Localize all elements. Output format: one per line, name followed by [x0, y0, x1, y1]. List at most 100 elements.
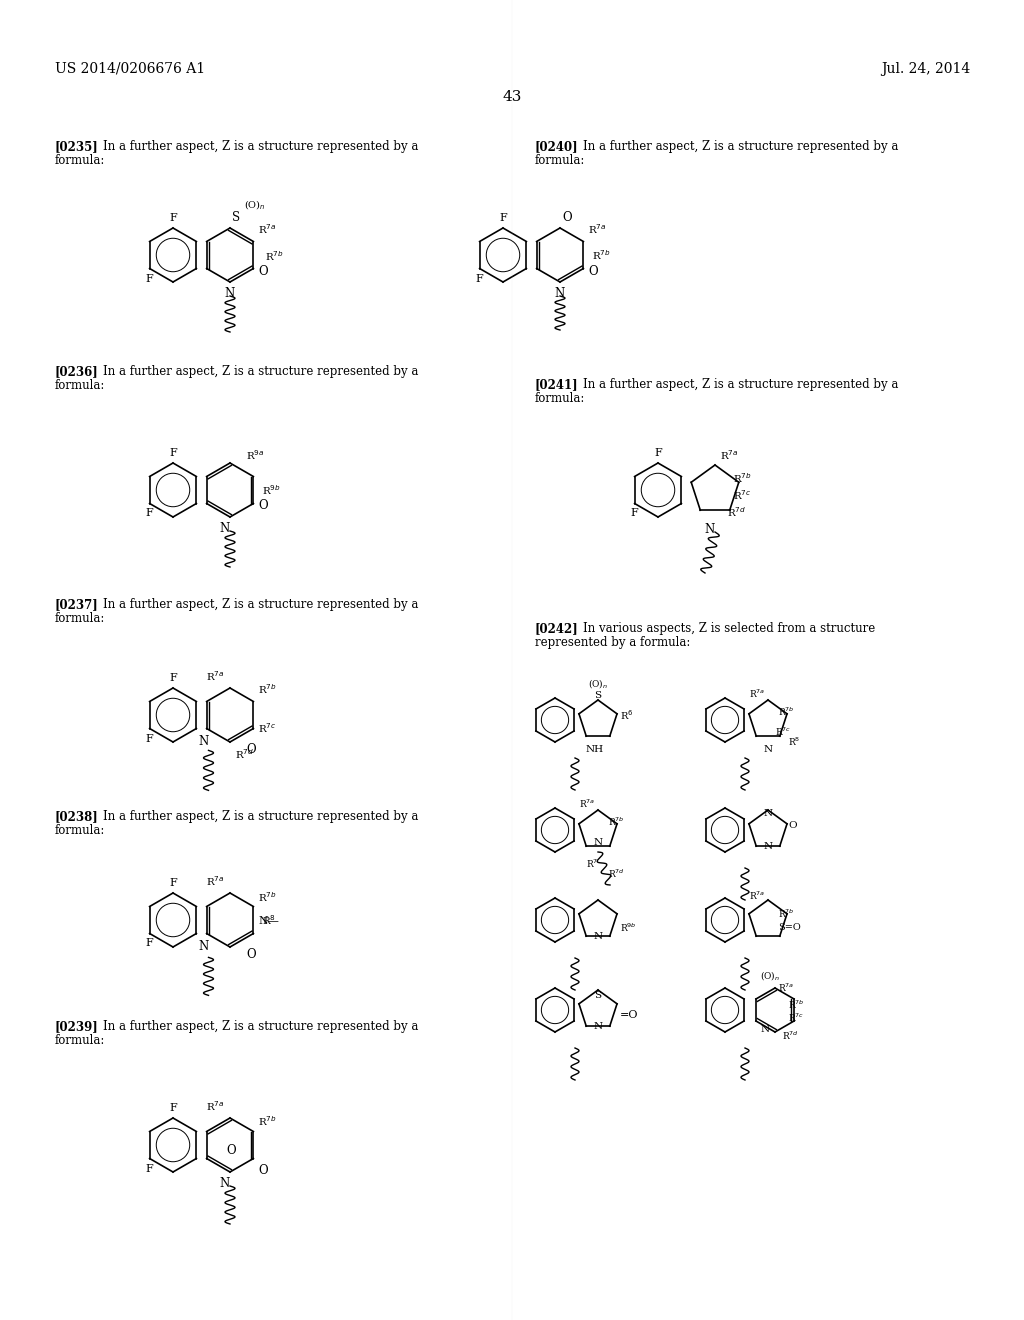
Text: In a further aspect, Z is a structure represented by a: In a further aspect, Z is a structure re… — [583, 378, 898, 391]
Text: (O)$_n$: (O)$_n$ — [588, 677, 608, 690]
Text: O: O — [226, 1144, 237, 1158]
Text: O: O — [247, 948, 256, 961]
Text: O: O — [788, 821, 797, 829]
Text: N: N — [764, 744, 772, 754]
Text: formula:: formula: — [55, 612, 105, 624]
Text: R$^{7b}$: R$^{7b}$ — [778, 908, 795, 920]
Text: N: N — [594, 838, 602, 847]
Text: formula:: formula: — [535, 154, 586, 168]
Text: In a further aspect, Z is a structure represented by a: In a further aspect, Z is a structure re… — [583, 140, 898, 153]
Text: F: F — [145, 1163, 154, 1173]
Text: R$^{7a}$: R$^{7a}$ — [749, 688, 765, 700]
Text: O: O — [258, 265, 268, 279]
Text: In various aspects, Z is selected from a structure: In various aspects, Z is selected from a… — [583, 622, 876, 635]
Text: F: F — [169, 878, 177, 888]
Text: (O)$_n$: (O)$_n$ — [760, 969, 780, 982]
Text: S=O: S=O — [778, 924, 801, 932]
Text: F: F — [169, 673, 177, 682]
Text: R$^{9b}$: R$^{9b}$ — [262, 483, 281, 496]
Text: R$^{7b}$: R$^{7b}$ — [778, 706, 795, 718]
Text: S: S — [595, 690, 601, 700]
Text: R$^{7a}$: R$^{7a}$ — [207, 1100, 225, 1113]
Text: [0239]: [0239] — [55, 1020, 98, 1034]
Text: In a further aspect, Z is a structure represented by a: In a further aspect, Z is a structure re… — [103, 1020, 419, 1034]
Text: R$^{7b}$: R$^{7b}$ — [788, 999, 805, 1011]
Text: NH: NH — [586, 744, 604, 754]
Text: R$^{7b}$: R$^{7b}$ — [608, 816, 625, 828]
Text: R$^{7c}$: R$^{7c}$ — [258, 722, 276, 735]
Text: N: N — [225, 286, 236, 300]
Text: F: F — [145, 734, 154, 743]
Text: In a further aspect, Z is a structure represented by a: In a further aspect, Z is a structure re… — [103, 598, 419, 611]
Text: F: F — [145, 939, 154, 949]
Text: R$^{7b}$: R$^{7b}$ — [265, 249, 285, 263]
Text: R$^{7c}$: R$^{7c}$ — [775, 726, 792, 738]
Text: [0237]: [0237] — [55, 598, 98, 611]
Text: N: N — [764, 809, 772, 818]
Text: N: N — [199, 735, 209, 748]
Text: N: N — [555, 286, 565, 300]
Text: R$^{7d}$: R$^{7d}$ — [782, 1030, 799, 1043]
Text: R$^{7b}$: R$^{7b}$ — [733, 471, 752, 484]
Text: F: F — [499, 213, 507, 223]
Text: US 2014/0206676 A1: US 2014/0206676 A1 — [55, 62, 205, 77]
Text: N: N — [761, 1026, 770, 1034]
Text: R$^{7a}$: R$^{7a}$ — [579, 797, 595, 810]
Text: N: N — [220, 521, 230, 535]
Text: [0236]: [0236] — [55, 366, 98, 378]
Text: R$^{7}$: R$^{7}$ — [586, 858, 598, 870]
Text: F: F — [169, 1104, 177, 1113]
Text: R$^{7a}$: R$^{7a}$ — [207, 874, 225, 888]
Text: O: O — [589, 265, 598, 279]
Text: [0241]: [0241] — [535, 378, 579, 391]
Text: R$^{7b}$: R$^{7b}$ — [592, 248, 610, 261]
Text: R$^{7a}$: R$^{7a}$ — [207, 669, 225, 682]
Text: N: N — [199, 940, 209, 953]
Text: F: F — [169, 447, 177, 458]
Text: (O)$_n$: (O)$_n$ — [244, 198, 265, 213]
Text: formula:: formula: — [55, 154, 105, 168]
Text: R$^{7b}$: R$^{7b}$ — [258, 682, 278, 697]
Text: formula:: formula: — [55, 379, 105, 392]
Text: N—: N— — [258, 916, 280, 927]
Text: R$^{7a}$: R$^{7a}$ — [720, 449, 738, 462]
Text: R$^{7a}$: R$^{7a}$ — [258, 223, 276, 236]
Text: 43: 43 — [503, 90, 521, 104]
Text: R$^{7b}$: R$^{7b}$ — [258, 890, 278, 903]
Text: F: F — [145, 508, 154, 519]
Text: N: N — [594, 1022, 602, 1031]
Text: F: F — [654, 447, 662, 458]
Text: R$^{6}$: R$^{6}$ — [620, 708, 633, 722]
Text: R$^{8}$: R$^{8}$ — [788, 735, 801, 748]
Text: F: F — [631, 508, 639, 519]
Text: R$^{7d}$: R$^{7d}$ — [234, 747, 254, 760]
Text: [0238]: [0238] — [55, 810, 98, 822]
Text: O: O — [247, 743, 256, 756]
Text: In a further aspect, Z is a structure represented by a: In a further aspect, Z is a structure re… — [103, 810, 419, 822]
Text: S: S — [595, 991, 601, 1001]
Text: R$^{7a}$: R$^{7a}$ — [749, 890, 765, 902]
Text: In a further aspect, Z is a structure represented by a: In a further aspect, Z is a structure re… — [103, 140, 419, 153]
Text: R$^{9b}$: R$^{9b}$ — [620, 921, 637, 935]
Text: R$^{7a}$: R$^{7a}$ — [778, 982, 795, 994]
Text: N: N — [594, 932, 602, 941]
Text: formula:: formula: — [55, 824, 105, 837]
Text: R$^{9a}$: R$^{9a}$ — [246, 447, 264, 462]
Text: R$^{7b}$: R$^{7b}$ — [258, 1114, 278, 1129]
Text: F: F — [476, 273, 483, 284]
Text: [0235]: [0235] — [55, 140, 98, 153]
Text: R$^{7c}$: R$^{7c}$ — [733, 488, 752, 502]
Text: Jul. 24, 2014: Jul. 24, 2014 — [881, 62, 970, 77]
Text: F: F — [169, 213, 177, 223]
Text: N: N — [705, 523, 715, 536]
Text: R$^{7a}$: R$^{7a}$ — [589, 223, 607, 236]
Text: In a further aspect, Z is a structure represented by a: In a further aspect, Z is a structure re… — [103, 366, 419, 378]
Text: S: S — [232, 211, 240, 224]
Text: formula:: formula: — [535, 392, 586, 405]
Text: [0242]: [0242] — [535, 622, 579, 635]
Text: =O: =O — [620, 1010, 639, 1020]
Text: R$^{7d}$: R$^{7d}$ — [608, 869, 625, 880]
Text: represented by a formula:: represented by a formula: — [535, 636, 690, 649]
Text: O: O — [258, 499, 268, 512]
Text: R$^{7c}$: R$^{7c}$ — [788, 1012, 804, 1024]
